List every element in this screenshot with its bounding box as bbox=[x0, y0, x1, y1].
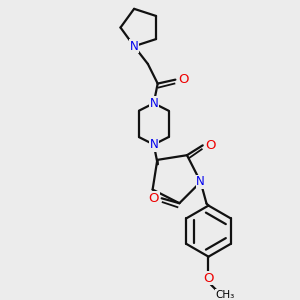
Text: CH₃: CH₃ bbox=[216, 290, 235, 300]
Text: O: O bbox=[178, 73, 188, 86]
Text: N: N bbox=[149, 138, 158, 151]
Text: O: O bbox=[205, 139, 216, 152]
Text: O: O bbox=[203, 272, 214, 285]
Text: N: N bbox=[130, 40, 139, 53]
Text: N: N bbox=[196, 176, 205, 188]
Text: N: N bbox=[149, 97, 158, 110]
Text: O: O bbox=[148, 192, 159, 205]
